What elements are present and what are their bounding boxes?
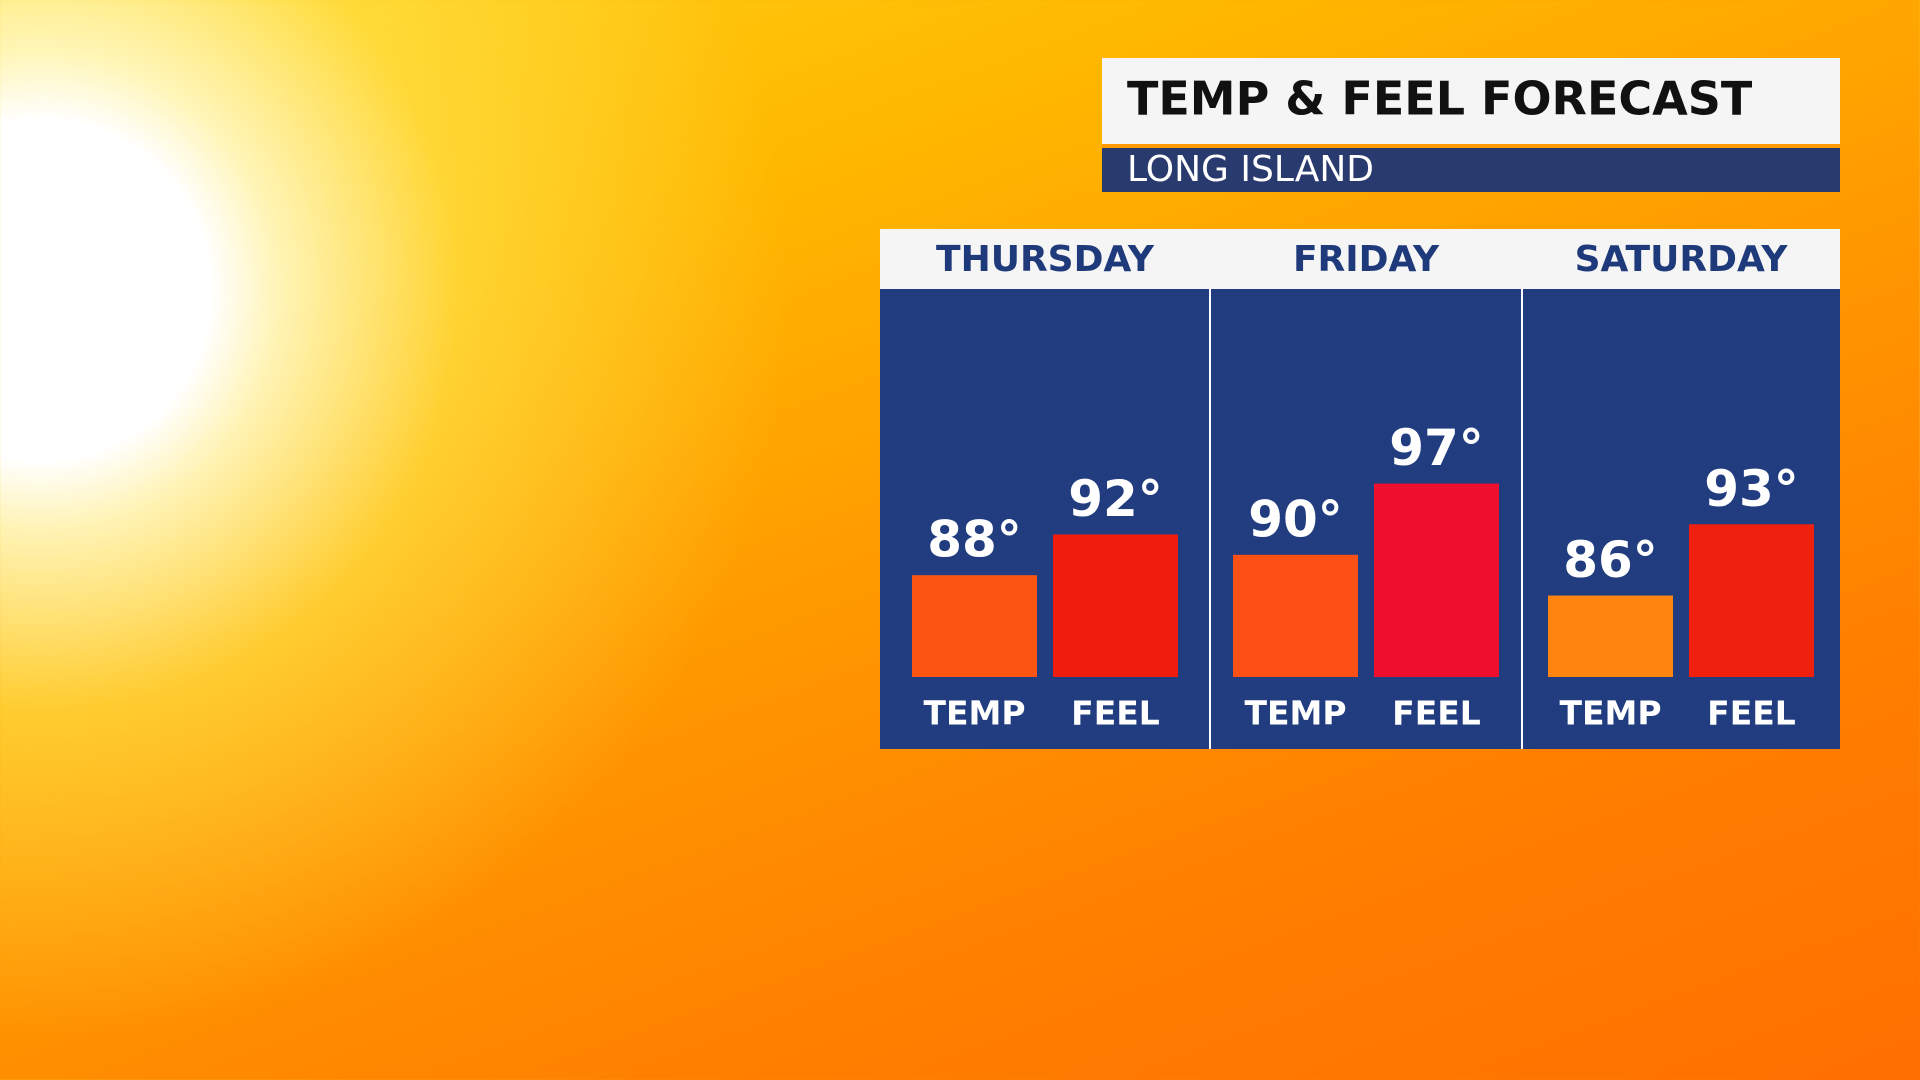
day-label: THURSDAY: [936, 239, 1155, 280]
subtitle-box: [1102, 148, 1840, 192]
day-label: SATURDAY: [1575, 239, 1789, 280]
series-label: TEMP: [1559, 694, 1661, 733]
bar: [1689, 524, 1814, 677]
value-label: 93°: [1704, 460, 1799, 518]
series-label: FEEL: [1392, 694, 1481, 733]
day-header: [880, 229, 1840, 289]
series-label: FEEL: [1707, 694, 1796, 733]
bar: [1233, 554, 1358, 677]
series-label: TEMP: [1244, 694, 1346, 733]
value-label: 92°: [1068, 470, 1163, 528]
chart-subtitle: LONG ISLAND: [1127, 149, 1374, 190]
title-rule: [1102, 144, 1840, 148]
panel: [880, 289, 1840, 749]
value-label: 86°: [1563, 531, 1658, 589]
value-label: 97°: [1389, 419, 1484, 477]
series-label: TEMP: [923, 694, 1025, 733]
bar: [912, 575, 1037, 677]
bar: [1548, 595, 1673, 677]
bar: [1374, 483, 1499, 677]
day-label: FRIDAY: [1293, 239, 1440, 280]
title-box: [1102, 58, 1840, 144]
bar: [1053, 534, 1178, 677]
chart-title: TEMP & FEEL FORECAST: [1127, 72, 1753, 126]
value-label: 90°: [1248, 490, 1343, 548]
value-label: 88°: [927, 511, 1022, 569]
series-label: FEEL: [1071, 694, 1160, 733]
